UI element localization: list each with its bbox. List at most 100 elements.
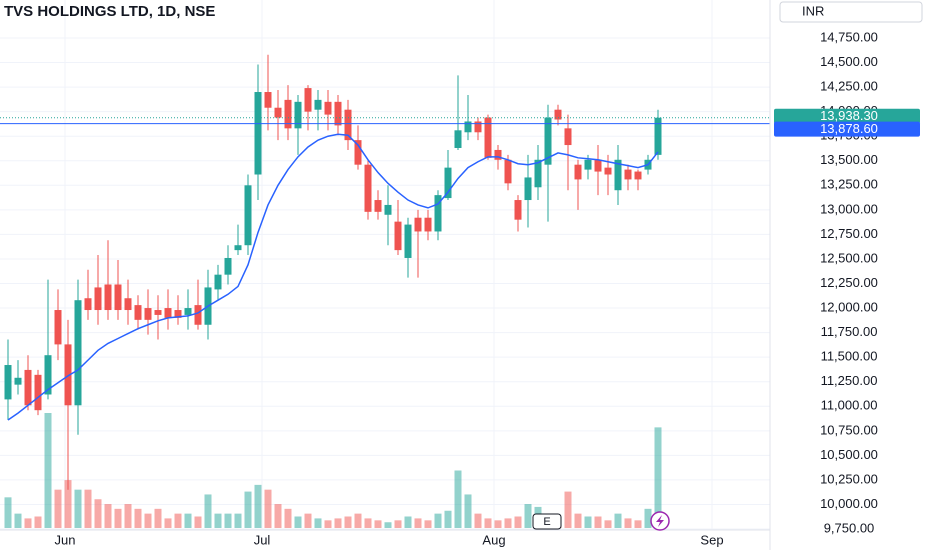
volume-bar	[214, 513, 222, 528]
candle-body	[184, 308, 192, 315]
candle-body	[74, 300, 82, 406]
candle-body	[194, 305, 202, 325]
y-tick-label: 12,250.00	[820, 275, 878, 290]
x-tick-label: Jul	[254, 532, 271, 547]
candle-body	[94, 287, 102, 311]
x-tick-label: Aug	[482, 532, 505, 547]
chart-title: TVS HOLDINGS LTD, 1D, NSE	[4, 3, 215, 20]
candle-body	[494, 149, 502, 160]
candle-body	[514, 200, 522, 220]
volume-bar	[194, 516, 202, 528]
volume-bar	[484, 518, 492, 528]
volume-bar	[504, 518, 512, 528]
y-tick-label: 12,500.00	[820, 250, 878, 265]
volume-bar	[234, 513, 242, 528]
price-label: 13,878.60	[820, 121, 878, 136]
price-label-box	[774, 108, 920, 124]
volume-bar	[634, 520, 642, 528]
volume-bar	[14, 513, 22, 528]
volume-bar	[594, 516, 602, 528]
volume-bar	[344, 516, 352, 528]
y-tick-label: 10,000.00	[820, 496, 878, 511]
volume-bar	[604, 520, 612, 528]
candle-body	[164, 308, 172, 318]
y-tick-label: 13,000.00	[820, 201, 878, 216]
earnings-icon[interactable]: E	[543, 516, 550, 528]
volume-bar	[124, 504, 132, 528]
candle-body	[354, 140, 362, 165]
y-tick-label: 11,000.00	[821, 398, 878, 413]
candle-body	[554, 109, 562, 120]
y-tick-label: 11,750.00	[821, 324, 878, 339]
candle-body	[634, 171, 642, 180]
volume-bar	[284, 508, 292, 528]
candle-body	[454, 130, 462, 148]
y-tick-label: 10,250.00	[820, 471, 878, 486]
candle-body	[474, 121, 482, 133]
volume-bar	[294, 516, 302, 528]
volume-bar	[64, 480, 72, 528]
volume-bar	[354, 513, 362, 528]
volume-bar	[24, 518, 32, 528]
candle-body	[544, 117, 552, 165]
candle-body	[44, 355, 52, 395]
volume-bar	[154, 508, 162, 528]
volume-bar	[114, 508, 122, 528]
volume-bar	[424, 520, 432, 528]
y-tick-label: 10,500.00	[820, 447, 878, 462]
candle-body	[174, 310, 182, 318]
volume-bar	[614, 513, 622, 528]
candle-body	[64, 344, 72, 406]
candle-body	[624, 169, 632, 180]
y-tick-label: 9,750.00	[824, 520, 875, 535]
y-tick-label: 10,750.00	[820, 422, 878, 437]
volume-bar	[144, 513, 152, 528]
y-tick-label: 14,500.00	[820, 54, 878, 69]
volume-bar	[434, 513, 442, 528]
currency[interactable]: INR	[802, 3, 824, 18]
volume-bar	[84, 489, 92, 528]
volume-bar	[134, 508, 142, 528]
volume-bar	[314, 518, 322, 528]
volume-bar	[374, 520, 382, 528]
candle-body	[124, 298, 132, 311]
volume-bar	[184, 513, 192, 528]
volume-bar	[364, 518, 372, 528]
volume-bar	[584, 516, 592, 528]
x-tick-label: Sep	[700, 532, 723, 547]
volume-bar	[464, 494, 472, 528]
candle-body	[614, 159, 622, 191]
candle-body	[434, 195, 442, 232]
volume-bar	[94, 499, 102, 528]
volume-bar	[624, 518, 632, 528]
candle-body	[84, 298, 92, 311]
candle-body	[604, 167, 612, 175]
volume-bar	[4, 497, 12, 528]
volume-bar	[524, 504, 532, 528]
candle-body	[414, 217, 422, 232]
volume-bar	[514, 516, 522, 528]
candle-body	[294, 101, 302, 129]
volume-bar	[644, 508, 652, 528]
candle-body	[274, 107, 282, 118]
volume-bar	[164, 518, 172, 528]
candle-body	[374, 200, 382, 212]
volume-bar	[304, 513, 312, 528]
candle-body	[234, 245, 242, 251]
volume-bar	[34, 516, 42, 528]
earnings-badge[interactable]	[532, 513, 562, 530]
candle-body	[324, 101, 332, 115]
candle-body	[384, 204, 392, 215]
currency-box[interactable]	[779, 1, 923, 23]
volume-bar	[244, 491, 252, 528]
candle-body	[224, 257, 232, 275]
candle-body	[534, 159, 542, 188]
volume-bar	[54, 489, 62, 528]
volume-bar	[414, 518, 422, 528]
volume-bar	[74, 489, 82, 528]
volume-bar	[474, 513, 482, 528]
volume-bar	[224, 513, 232, 528]
y-tick-label: 13,500.00	[820, 152, 878, 167]
candle-body	[264, 92, 272, 108]
